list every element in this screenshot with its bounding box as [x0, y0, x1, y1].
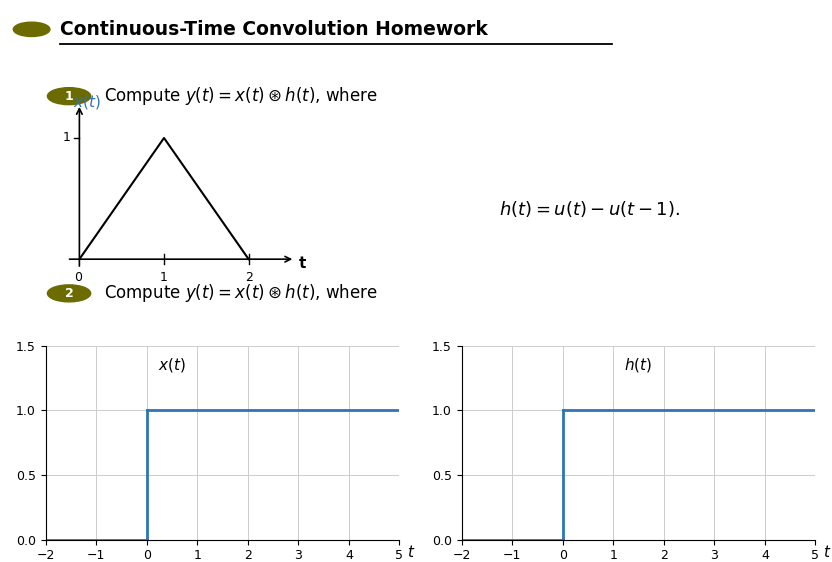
Text: 1: 1: [65, 90, 73, 103]
Circle shape: [47, 88, 91, 105]
Text: 2: 2: [245, 271, 253, 284]
Text: Compute $y(t) = x(t) \circledast h(t)$, where: Compute $y(t) = x(t) \circledast h(t)$, …: [104, 85, 378, 107]
Text: $h(t)$: $h(t)$: [625, 356, 652, 374]
Text: $t$: $t$: [407, 545, 415, 560]
Text: $h(t) = u(t) - u(t-1).$: $h(t) = u(t) - u(t-1).$: [499, 198, 681, 219]
Text: Continuous-Time Convolution Homework: Continuous-Time Convolution Homework: [60, 20, 488, 39]
Circle shape: [47, 285, 91, 302]
Text: $x(t)$: $x(t)$: [72, 93, 101, 111]
Circle shape: [13, 22, 50, 37]
Text: $x(t)$: $x(t)$: [158, 356, 186, 374]
Text: $t$: $t$: [823, 545, 831, 560]
Text: 0: 0: [74, 271, 82, 284]
Text: 2: 2: [65, 287, 73, 300]
Text: $\mathbf{t}$: $\mathbf{t}$: [298, 255, 307, 271]
Text: 1: 1: [63, 132, 71, 144]
Text: Compute $y(t) = x(t) \circledast h(t)$, where: Compute $y(t) = x(t) \circledast h(t)$, …: [104, 282, 378, 305]
Text: 1: 1: [160, 271, 168, 284]
